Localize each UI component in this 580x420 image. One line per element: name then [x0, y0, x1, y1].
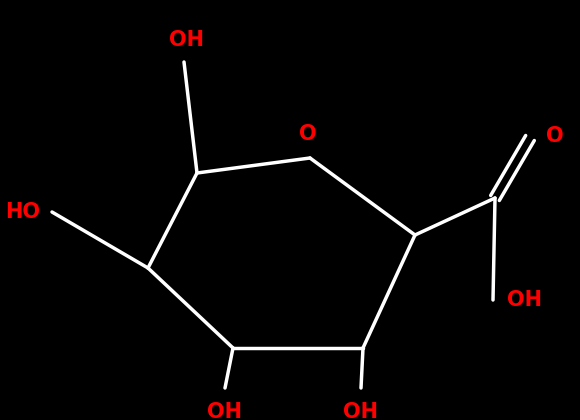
Text: OH: OH — [169, 30, 204, 50]
Text: O: O — [546, 126, 564, 146]
Text: HO: HO — [5, 202, 40, 222]
Text: O: O — [299, 124, 317, 144]
Text: OH: OH — [208, 402, 242, 420]
Text: OH: OH — [507, 290, 542, 310]
Text: OH: OH — [343, 402, 379, 420]
